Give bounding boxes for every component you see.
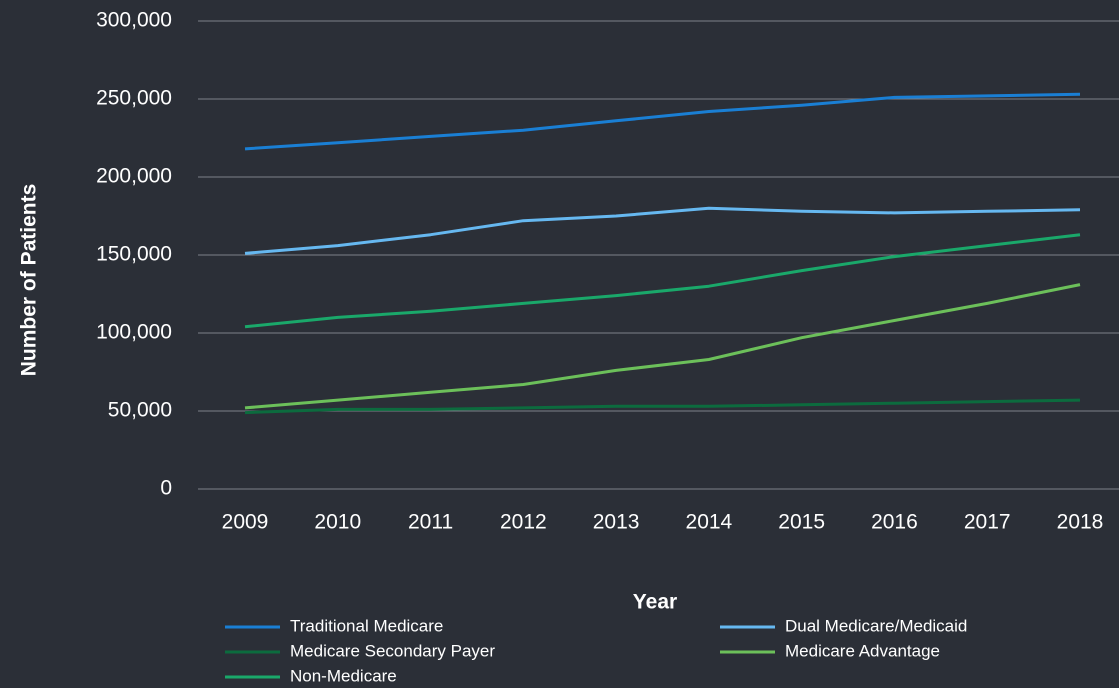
y-tick-label: 300,000 [96,9,172,32]
x-tick-label: 2013 [593,511,640,534]
y-axis-label: Number of Patients [18,184,41,377]
x-tick-label: 2011 [408,511,453,534]
x-tick-label: 2014 [686,511,733,534]
y-tick-label: 0 [160,477,172,500]
x-tick-label: 2016 [871,511,918,534]
series-line [244,398,1081,415]
x-tick-label: 2017 [964,511,1011,534]
legend-label: Medicare Secondary Payer [290,641,495,660]
x-tick-label: 2018 [1057,511,1104,534]
y-tick-label: 50,000 [108,399,172,422]
series-line [244,206,1081,255]
x-tick-label: 2010 [314,511,361,534]
series-line [244,233,1081,329]
y-tick-label: 200,000 [96,165,172,188]
legend-label: Medicare Advantage [785,641,940,660]
legend-label: Dual Medicare/Medicaid [785,616,967,635]
legend-label: Non-Medicare [290,666,397,685]
y-tick-label: 250,000 [96,87,172,110]
series-line [244,283,1081,410]
x-tick-label: 2012 [500,511,547,534]
y-tick-label: 150,000 [96,243,172,266]
x-tick-label: 2009 [222,511,269,534]
y-tick-label: 100,000 [96,321,172,344]
series-line [244,92,1081,151]
legend-label: Traditional Medicare [290,616,443,635]
x-tick-label: 2015 [778,511,825,534]
x-axis-label: Year [633,591,677,614]
